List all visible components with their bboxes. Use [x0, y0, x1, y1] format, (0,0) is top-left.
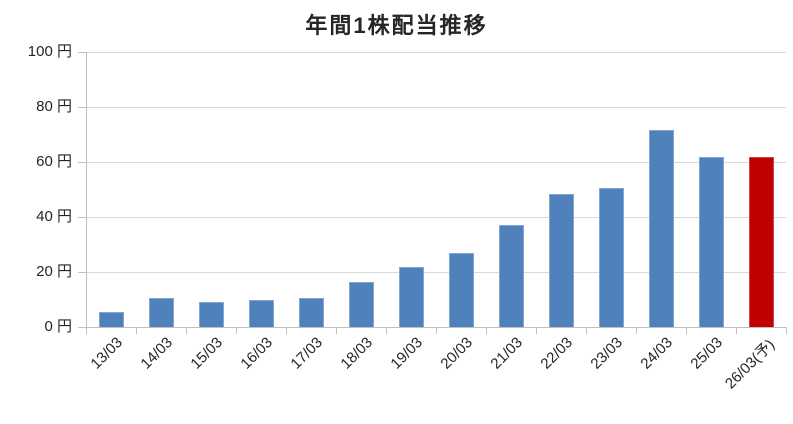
x-axis-label: 17/03	[287, 334, 327, 373]
y-axis-label: 0 円	[44, 318, 72, 335]
gridline	[86, 216, 786, 218]
gridline	[86, 51, 786, 53]
x-axis-label: 21/03	[487, 334, 527, 373]
y-axis-label: 80 円	[36, 98, 72, 115]
x-axis-tick	[236, 328, 237, 334]
bar-26-03	[748, 156, 774, 327]
x-axis-tick	[336, 328, 337, 334]
x-axis-line	[86, 327, 787, 328]
bar-19-03	[398, 266, 424, 327]
bar-24-03	[648, 130, 674, 327]
bar-18-03	[348, 281, 374, 327]
y-axis-tick	[78, 106, 86, 108]
x-axis-label: 18/03	[337, 334, 377, 373]
x-axis-tick	[286, 328, 287, 334]
bar-22-03	[548, 193, 574, 327]
x-axis-label: 16/03	[237, 334, 277, 373]
bar-15-03	[198, 302, 224, 327]
x-axis-tick	[786, 328, 787, 334]
y-axis-tick	[78, 51, 86, 53]
x-axis-tick	[686, 328, 687, 334]
bar-13-03	[98, 311, 124, 327]
y-axis-label: 20 円	[36, 263, 72, 280]
y-axis-tick	[78, 271, 86, 273]
gridline	[86, 106, 786, 108]
y-axis-label: 40 円	[36, 208, 72, 225]
x-axis-label: 14/03	[137, 334, 177, 373]
x-axis-tick	[186, 328, 187, 334]
y-axis-label: 100 円	[27, 43, 72, 60]
x-axis-label: 23/03	[587, 334, 627, 373]
gridline	[86, 271, 786, 273]
x-axis-tick	[386, 328, 387, 334]
x-axis-tick	[736, 328, 737, 334]
x-axis-tick	[136, 328, 137, 334]
x-axis-label: 15/03	[187, 334, 227, 373]
x-axis-label: 20/03	[437, 334, 477, 373]
bar-25-03	[698, 156, 724, 327]
bar-14-03	[148, 298, 174, 327]
x-axis-label: 25/03	[687, 334, 727, 373]
x-axis-tick	[436, 328, 437, 334]
x-axis-label: 24/03	[637, 334, 677, 373]
x-axis-label: 19/03	[387, 334, 427, 373]
x-axis-label: 26/03(予)	[721, 336, 779, 393]
y-axis-label: 60 円	[36, 153, 72, 170]
x-axis-tick	[586, 328, 587, 334]
x-axis-tick	[536, 328, 537, 334]
chart-title: 年間1株配当推移	[305, 13, 488, 38]
x-axis-tick	[636, 328, 637, 334]
bar-23-03	[598, 188, 624, 327]
x-axis-label: 13/03	[87, 334, 127, 373]
gridline	[86, 161, 786, 163]
x-axis-tick	[486, 328, 487, 334]
bar-20-03	[448, 252, 474, 327]
y-axis-tick	[78, 161, 86, 163]
y-axis-tick	[78, 216, 86, 218]
y-axis-tick	[78, 326, 86, 328]
y-axis-line	[86, 52, 87, 327]
bar-16-03	[248, 299, 274, 327]
bar-17-03	[298, 298, 324, 327]
bar-21-03	[498, 225, 524, 327]
x-axis-label: 22/03	[537, 334, 577, 373]
x-axis-tick	[86, 328, 87, 334]
